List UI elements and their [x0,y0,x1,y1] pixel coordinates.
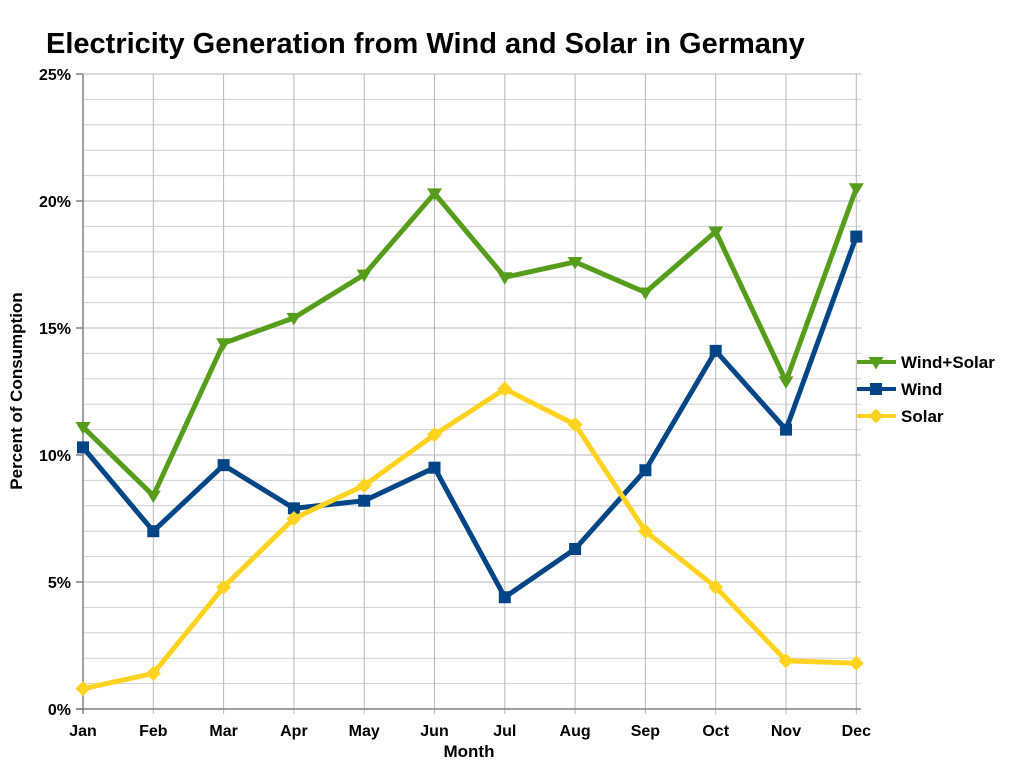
x-axis-title: Month [444,742,495,761]
legend-item-wind: Wind [857,380,942,399]
point-wind-solar-may [356,269,372,283]
x-tick-label: Mar [209,723,237,740]
y-tick-label: 20% [39,194,71,211]
point-wind-solar-mar [216,338,232,351]
x-tick-label: Dec [842,723,871,740]
point-wind-solar-nov [778,376,794,389]
y-axis-title: Percent of Consumption [7,292,26,489]
point-solar-mar [216,579,232,595]
legend-label-wind-solar: Wind+Solar [901,353,995,372]
point-wind-solar-jan [75,422,91,435]
point-solar-sep [637,523,653,539]
legend: Wind+Solar Wind Solar [857,353,995,426]
x-tick-label: Jan [69,723,97,740]
series-line-wind-solar [81,187,859,499]
axis-tick-labels: 0% 5% 10% 15% 20% 25% Jan Feb Mar Apr May Jun Jul Aug… [39,67,871,740]
series-line-solar [82,386,857,692]
point-wind-solar-dec [848,183,864,196]
point-wind-solar-apr [286,312,302,326]
x-tick-label: Apr [280,723,308,740]
point-wind-feb [147,525,160,538]
y-tick-label: 25% [39,67,71,84]
point-wind-jul [498,591,511,604]
legend-label-solar: Solar [901,407,944,426]
point-solar-jan [75,681,91,697]
y-tick-label: 10% [39,448,71,465]
y-tick-label: 0% [48,702,71,719]
legend-marker-wind [870,383,882,395]
legend-label-wind: Wind [901,380,942,399]
data-series [75,183,864,697]
point-wind-dec [850,230,863,243]
point-solar-jul [497,381,513,397]
point-solar-oct [708,579,724,595]
point-wind-nov [780,423,792,436]
point-solar-nov [778,653,794,669]
point-wind-solar-sep [637,287,653,300]
point-solar-apr [286,511,302,526]
legend-marker-solar [868,408,884,424]
point-wind-jun [428,461,441,474]
legend-item-solar: Solar [857,407,944,426]
y-tick-label: 5% [48,575,71,592]
point-wind-solar-jun [427,188,442,201]
point-wind-may [358,494,371,507]
x-tick-label: May [349,723,380,740]
y-tick-label: 15% [39,321,71,338]
gridlines [76,73,861,714]
legend-marker-wind-solar [868,357,884,370]
x-tick-label: Jul [493,723,516,740]
x-tick-label: Aug [560,723,591,740]
x-tick-label: Jun [420,723,448,740]
point-wind-aug [569,542,582,555]
point-wind-jan [77,441,89,454]
point-wind-solar-aug [567,256,583,270]
x-tick-label: Nov [771,723,801,740]
x-tick-label: Sep [631,723,661,740]
point-solar-aug [567,417,583,433]
point-wind-solar-oct [708,226,724,239]
point-wind-solar-feb [145,490,161,504]
chart-title: Electricity Generation from Wind and Sol… [46,28,805,60]
point-wind-oct [709,344,722,357]
x-tick-label: Feb [139,723,168,740]
point-wind-sep [639,464,652,477]
point-wind-mar [217,459,230,472]
point-wind-apr [287,502,300,515]
point-solar-jun [427,427,442,443]
point-wind-solar-jul [497,272,513,285]
x-tick-label: Oct [702,723,729,740]
point-solar-feb [145,665,161,681]
point-solar-dec [848,655,864,671]
series-line-wind [81,235,859,600]
point-solar-may [356,477,372,493]
legend-item-wind-solar: Wind+Solar [857,353,995,372]
